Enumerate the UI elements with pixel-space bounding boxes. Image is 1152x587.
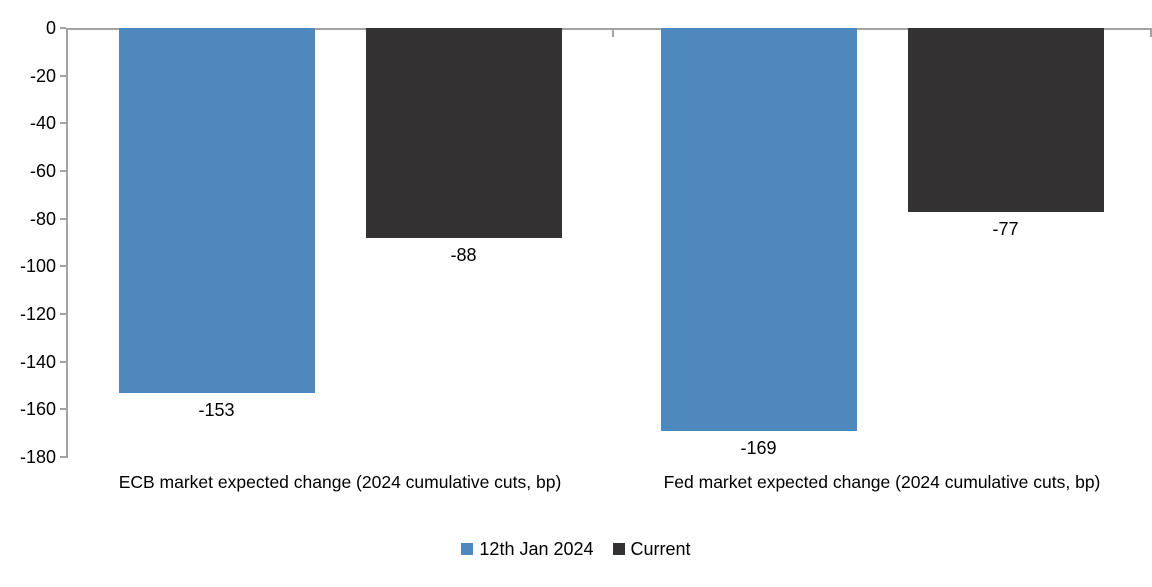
legend: 12th Jan 2024 Current	[0, 538, 1152, 560]
bar-value-label: -169	[740, 437, 777, 458]
y-axis-tick	[60, 408, 66, 411]
y-axis-tick-label: -180	[19, 447, 56, 467]
bar-value-label: -77	[992, 218, 1019, 239]
y-axis-tick-label: -60	[29, 161, 56, 181]
y-axis-tick	[60, 265, 66, 268]
bar-current	[907, 28, 1104, 212]
legend-item-current: Current	[612, 538, 691, 560]
y-axis-tick	[60, 122, 66, 125]
category-label: ECB market expected change (2024 cumulat…	[118, 472, 562, 492]
category-axis-tick	[612, 28, 614, 37]
legend-item-label: Current	[630, 539, 691, 559]
y-axis-tick-label: 0	[45, 18, 56, 38]
legend-swatch-icon	[612, 543, 625, 555]
y-axis-tick	[60, 217, 66, 220]
y-axis-tick	[60, 170, 66, 172]
y-axis-tick-label: -40	[29, 113, 56, 134]
y-axis-tick-label: -120	[19, 304, 56, 324]
legend-item-12th-jan-2024: 12th Jan 2024	[461, 538, 594, 560]
y-axis-tick	[60, 313, 66, 315]
category-label: Fed market expected change (2024 cumulat…	[663, 472, 1101, 492]
y-axis-tick-label: -80	[29, 208, 56, 229]
legend-swatch-icon	[461, 543, 474, 555]
zero-axis-line	[66, 28, 1152, 30]
y-axis-tick	[60, 456, 66, 458]
bar-value-label: -153	[198, 399, 235, 420]
y-axis-tick-label: -140	[19, 351, 56, 372]
y-axis-tick-label: -160	[19, 399, 56, 420]
bar-current	[365, 28, 562, 238]
bar-12th-jan-2024	[660, 28, 857, 431]
y-axis-line	[66, 28, 68, 458]
bar-12th-jan-2024	[118, 28, 315, 393]
y-axis-tick	[60, 27, 66, 29]
y-axis-tick-label: -20	[29, 65, 56, 86]
bar-value-label: -88	[450, 244, 477, 265]
y-axis-tick-label: -100	[19, 256, 56, 277]
y-axis-tick	[60, 74, 66, 77]
plot-area: 0 -20 -40 -60 -80 -100 -120 -140 -160 -180 -153 -88…	[20, 18, 1152, 492]
legend-item-label: 12th Jan 2024	[479, 539, 594, 559]
category-axis-tick	[1150, 28, 1152, 37]
y-axis-tick	[60, 360, 66, 363]
